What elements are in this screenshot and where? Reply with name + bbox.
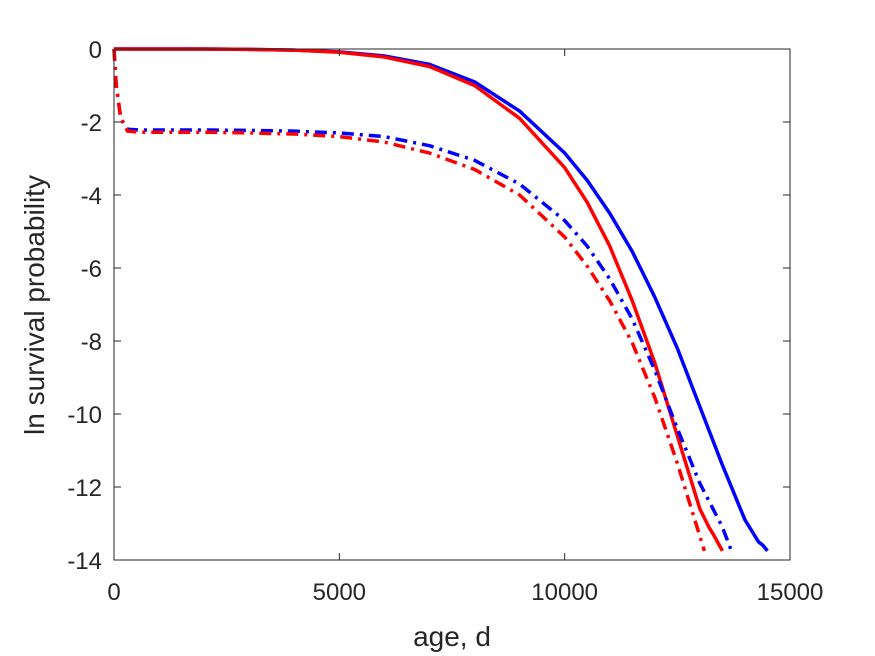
x-tick-label: 0 (107, 579, 120, 606)
y-tick-label: -8 (81, 329, 102, 356)
series-layer (112, 47, 769, 552)
y-tick-label: -4 (81, 183, 102, 210)
y-tick-label: -14 (67, 548, 102, 575)
plot-area-frame (113, 48, 791, 561)
tick-layer: 0 5000 10000 15000 0 -2 -4 -6 -8 -10 -12 -14 (67, 37, 823, 606)
series-line-1 (114, 47, 769, 552)
x-tick-label: 15000 (757, 579, 824, 606)
series-line-3 (112, 48, 734, 552)
series-line-4 (112, 48, 707, 552)
x-axis-label: age, d (413, 621, 491, 652)
y-tick-label: -10 (67, 402, 102, 429)
y-tick-label: -12 (67, 475, 102, 502)
y-tick-label: -2 (81, 110, 102, 137)
y-tick-label: -6 (81, 256, 102, 283)
y-tick-label: 0 (89, 37, 102, 64)
y-axis-label: ln survival probability (19, 175, 50, 435)
x-tick-label: 5000 (313, 579, 366, 606)
series-line-2 (114, 47, 724, 552)
x-tick-label: 10000 (531, 579, 598, 606)
